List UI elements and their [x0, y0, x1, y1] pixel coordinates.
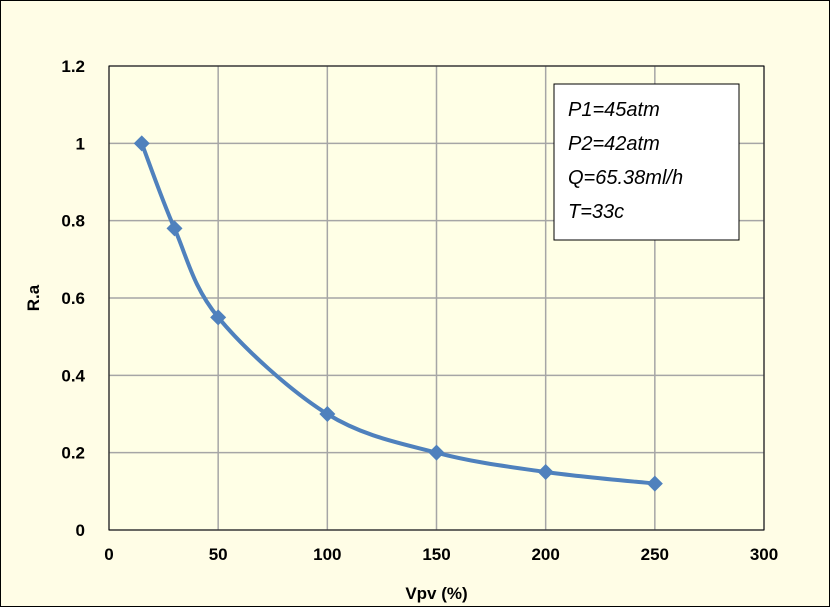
data-point	[319, 406, 336, 422]
plot-border	[108, 65, 765, 531]
y-tick-label: 0.6	[61, 289, 85, 308]
data-point	[537, 464, 554, 480]
y-tick-label: 1	[76, 134, 85, 153]
x-axis-title: Vpv (%)	[405, 584, 467, 603]
series-markers	[133, 135, 663, 492]
data-point	[166, 220, 183, 237]
x-tick-label: 300	[750, 545, 778, 564]
conditions-annotation: P1=45atm P2=42atm Q=65.38ml/h T=33c	[553, 83, 740, 241]
annotation-line: Q=65.38ml/h	[568, 167, 683, 189]
y-tick-label: 0.2	[61, 444, 85, 463]
x-tick-labels: 0 50 100 150 200 250 300	[104, 545, 778, 564]
data-point	[646, 475, 663, 492]
x-tick-label: 100	[313, 545, 341, 564]
annotation-line: T=33c	[568, 201, 624, 223]
data-point	[210, 309, 227, 326]
x-tick-label: 0	[104, 545, 113, 564]
x-tick-label: 250	[641, 545, 669, 564]
y-tick-label: 0.4	[61, 366, 85, 385]
data-point	[133, 135, 150, 152]
y-tick-label: 0.8	[61, 212, 85, 231]
annotation-line: P2=42atm	[568, 133, 660, 155]
y-axis-title: R.a	[24, 284, 43, 311]
y-tick-label: 0	[76, 521, 85, 540]
x-tick-label: 150	[422, 545, 450, 564]
annotation-box	[553, 83, 740, 241]
y-tick-labels: 0 0.2 0.4 0.6 0.8 1 1.2	[61, 57, 85, 540]
data-point	[428, 444, 445, 461]
x-tick-label: 200	[531, 545, 559, 564]
x-tick-label: 50	[209, 545, 228, 564]
annotation-line: P1=45atm	[568, 99, 660, 121]
y-tick-label: 1.2	[61, 57, 85, 76]
